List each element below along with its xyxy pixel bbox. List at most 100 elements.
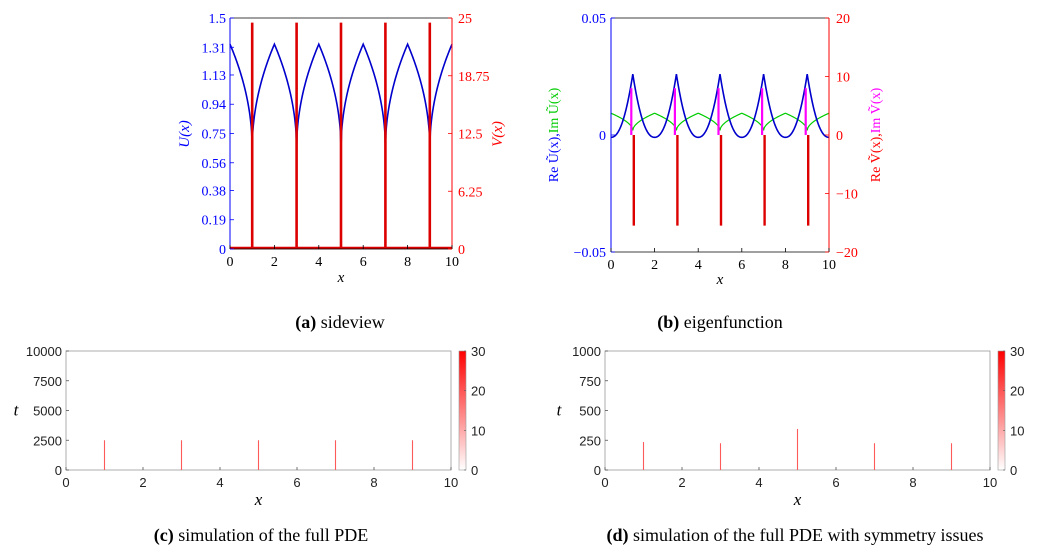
a-ytick-left-label-0: 0 [219, 243, 226, 258]
a-ytick-left-label-3: 0.56 [202, 157, 227, 172]
d-ytick-label-2: 500 [579, 404, 601, 419]
panel-c-simulation: 0 2 4 6 8 10 0 2500 5000 7500 10000 x t 0 10 20 30 (c) si… [14, 344, 486, 546]
a-caption-label: (a) [295, 312, 316, 333]
panel-d-simulation-symmetry: 0 2 4 6 8 10 0 250 500 750 1000 x t 0 10 20 30 (d) simula… [557, 344, 1025, 546]
b-xtick-label-2: 4 [695, 258, 702, 273]
d-colorbar [997, 350, 1006, 471]
b-ytick-right-label-2: 0 [836, 129, 843, 144]
b-ytick-right-label-0: −20 [836, 246, 858, 261]
a-ytick-left-label-7: 1.31 [202, 41, 227, 56]
d-caption-label: (d) [607, 525, 629, 546]
c-xtick-label-1: 2 [139, 475, 146, 490]
c-cbtick-label-2: 20 [471, 384, 485, 399]
d-xlabel: x [793, 490, 802, 509]
a-xlabel: x [337, 270, 345, 286]
panel-a-sideview: 0 2 4 6 8 1000.190.380.560.750.941.131.311.50… [177, 12, 506, 333]
d-ytick-label-3: 750 [579, 374, 601, 389]
b-ytick-right-label-4: 20 [836, 12, 850, 27]
c-ytick-label-0: 0 [55, 463, 62, 478]
a-xtick-label-4: 8 [404, 255, 411, 270]
b-caption-text: eigenfunction [679, 312, 782, 332]
c-ytick-label-4: 10000 [26, 344, 62, 359]
a-xtick-label-1: 2 [271, 255, 278, 270]
a-ytick-right-label-3: 18.75 [458, 70, 490, 85]
d-xtick-label-4: 8 [909, 475, 916, 490]
a-ytick-left-label-5: 0.94 [202, 98, 227, 113]
b-xtick-label-3: 6 [738, 258, 745, 273]
c-xlabel: x [254, 490, 263, 509]
b-ylabel-right-part-2: Im Ṽ(x) [867, 87, 884, 133]
c-ylabel: t [14, 401, 20, 420]
a-ytick-left-label-1: 0.19 [202, 214, 227, 229]
b-xtick-label-5: 10 [822, 258, 836, 273]
a-ytick-right-label-4: 25 [458, 12, 472, 27]
d-xtick-label-1: 2 [678, 475, 685, 490]
c-colorbar [458, 350, 467, 471]
d-caption: (d) simulation of the full PDE with symm… [607, 525, 984, 546]
a-caption-text: sideview [316, 312, 384, 332]
d-cbtick-label-0: 0 [1010, 463, 1017, 478]
a-ytick-left-label-2: 0.38 [202, 184, 227, 199]
a-xtick-label-5: 10 [445, 255, 459, 270]
b-ylabel-right: Re Ṽ(x),Im Ṽ(x) [867, 87, 884, 182]
d-xtick-label-0: 0 [601, 475, 608, 490]
a-xtick-label-3: 6 [360, 255, 367, 270]
b-ytick-left-label-2: 0.05 [582, 12, 607, 27]
c-cbtick-label-3: 30 [471, 344, 485, 359]
c-cbtick-label-0: 0 [471, 463, 478, 478]
d-caption-text: simulation of the full PDE with symmetry… [629, 525, 984, 545]
d-ytick-label-4: 1000 [572, 344, 601, 359]
b-xtick-label-4: 8 [782, 258, 789, 273]
c-xtick-label-4: 8 [370, 475, 377, 490]
a-ylabel-right: V(x) [490, 121, 506, 147]
b-ytick-right-label-1: −10 [836, 188, 858, 203]
b-caption-label: (b) [657, 312, 679, 333]
d-cbtick-label-3: 30 [1010, 344, 1024, 359]
a-ytick-left-label-4: 0.75 [202, 128, 227, 143]
c-caption-text: simulation of the full PDE [174, 525, 368, 545]
b-ytick-left-label-1: 0 [599, 129, 606, 144]
d-ytick-label-0: 0 [594, 463, 601, 478]
c-cbtick-label-1: 10 [471, 423, 485, 438]
b-xtick-label-0: 0 [608, 258, 615, 273]
b-ylabel-right-part-1: , [869, 133, 884, 137]
b-ylabel-left-part-1: , [547, 133, 562, 137]
a-ytick-left-label-8: 1.5 [209, 12, 227, 27]
b-ylabel-left-part-2: Im Ũ(x) [545, 87, 562, 133]
d-xtick-label-3: 6 [832, 475, 839, 490]
d-cbtick-label-2: 20 [1010, 384, 1024, 399]
d-ytick-label-1: 250 [579, 433, 601, 448]
a-xtick-label-0: 0 [227, 255, 234, 270]
c-xtick-label-2: 4 [216, 475, 223, 490]
b-ylabel-left: Re Ũ(x),Im Ũ(x) [545, 87, 562, 182]
d-cbtick-label-1: 10 [1010, 423, 1024, 438]
d-xtick-label-5: 10 [983, 475, 997, 490]
c-xtick-label-3: 6 [293, 475, 300, 490]
c-xtick-label-0: 0 [62, 475, 69, 490]
a-xtick-label-2: 4 [315, 255, 322, 270]
c-ytick-label-3: 7500 [33, 374, 62, 389]
b-ytick-right-label-3: 10 [836, 71, 850, 86]
d-xtick-label-2: 4 [755, 475, 762, 490]
a-ytick-right-label-0: 0 [458, 243, 465, 258]
d-ylabel: t [557, 401, 563, 420]
b-series-im-u-line [610, 112, 830, 131]
b-ylabel-left-part-0: Re Ũ(x) [545, 136, 562, 182]
b-ytick-left-label-0: −0.05 [574, 246, 606, 261]
c-xtick-label-5: 10 [444, 475, 458, 490]
a-ylabel-left: U(x) [177, 120, 193, 147]
c-ytick-label-2: 5000 [33, 404, 62, 419]
c-ytick-label-1: 2500 [33, 433, 62, 448]
b-xtick-label-1: 2 [651, 258, 658, 273]
a-ytick-right-label-2: 12.5 [458, 128, 483, 143]
c-caption: (c) simulation of the full PDE [154, 525, 368, 546]
c-caption-label: (c) [154, 525, 174, 546]
b-xlabel: x [716, 272, 724, 288]
a-ytick-left-label-6: 1.13 [202, 69, 227, 84]
a-caption: (a) sideview [295, 312, 384, 333]
b-ylabel-right-part-0: Re Ṽ(x) [867, 136, 884, 182]
a-ytick-right-label-1: 6.25 [458, 185, 483, 200]
b-caption: (b) eigenfunction [657, 312, 782, 333]
